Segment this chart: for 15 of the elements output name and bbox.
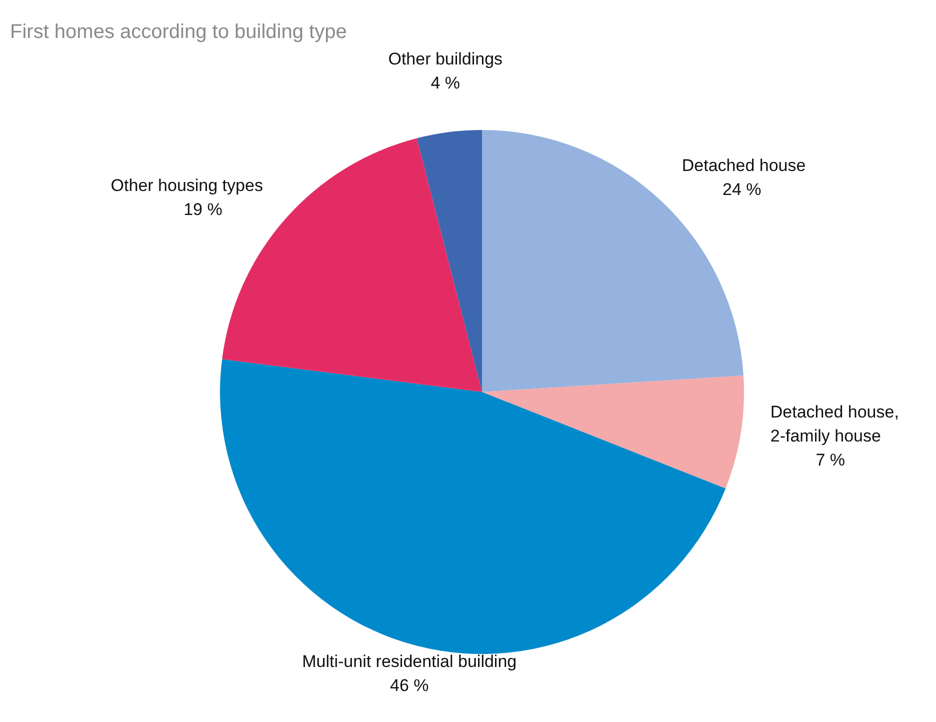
pie-slice: [220, 359, 726, 654]
slice-label: Other buildings: [388, 49, 503, 68]
pie-slice: [222, 138, 482, 392]
slice-label: Other housing types: [110, 176, 263, 195]
data-label: 24 %: [722, 180, 762, 200]
data-label: 19 %: [184, 200, 222, 219]
data-label: 4 %: [430, 73, 460, 92]
pie-slice: [482, 376, 744, 488]
pie-slice: [416, 130, 482, 392]
slice-label: Detached house: [682, 156, 806, 176]
slice-label: Detached house, 2-family house: [770, 402, 899, 446]
slice-label: Multi-unit residential building: [302, 652, 517, 671]
data-label: 46 %: [390, 676, 429, 695]
chart-title: First homes according to building type: [10, 21, 347, 43]
data-label: 7 %: [816, 450, 846, 470]
